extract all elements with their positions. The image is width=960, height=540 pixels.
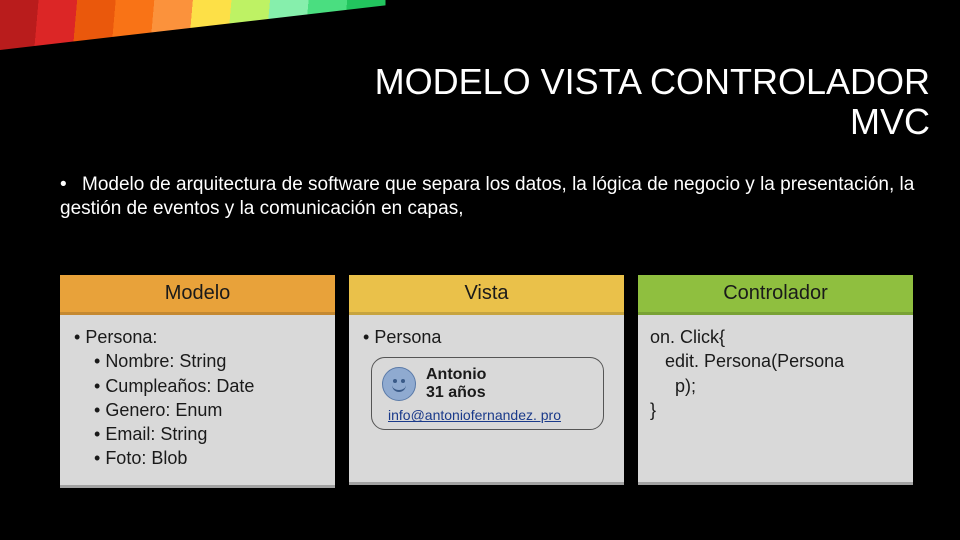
- controlador-code-line: edit. Persona(Persona: [650, 349, 901, 373]
- column-body-modelo: Persona: Nombre: String Cumpleaños: Date…: [60, 315, 335, 488]
- column-controlador: Controlador on. Click{ edit. Persona(Per…: [638, 275, 913, 488]
- modelo-field: Nombre: String: [72, 349, 323, 373]
- slide-description: •Modelo de arquitectura de software que …: [60, 173, 930, 221]
- slide-title: MODELO VISTA CONTROLADOR MVC: [375, 62, 930, 141]
- vista-persona-age: 31 años: [426, 384, 486, 402]
- modelo-field: Cumpleaños: Date: [72, 374, 323, 398]
- vista-persona-email: info@antoniofernandez. pro: [388, 407, 593, 423]
- vista-title: Persona: [361, 325, 612, 349]
- modelo-title: Persona:: [72, 325, 323, 349]
- column-modelo: Modelo Persona: Nombre: String Cumpleaño…: [60, 275, 335, 488]
- controlador-code-line: }: [650, 398, 901, 422]
- controlador-code-line: p);: [650, 374, 901, 398]
- smiley-icon: [382, 367, 416, 401]
- vista-persona-name: Antonio: [426, 366, 486, 384]
- modelo-field: Email: String: [72, 422, 323, 446]
- column-header-modelo: Modelo: [60, 275, 335, 315]
- column-header-controlador: Controlador: [638, 275, 913, 315]
- vista-persona-card: Antonio 31 años info@antoniofernandez. p…: [371, 357, 604, 430]
- modelo-field: Foto: Blob: [72, 446, 323, 470]
- controlador-code-line: on. Click{: [650, 325, 901, 349]
- modelo-field: Genero: Enum: [72, 398, 323, 422]
- mvc-columns: Modelo Persona: Nombre: String Cumpleaño…: [60, 275, 913, 488]
- title-line-1: MODELO VISTA CONTROLADOR: [375, 62, 930, 102]
- title-line-2: MVC: [375, 102, 930, 142]
- column-vista: Vista Persona Antonio 31 años: [349, 275, 624, 488]
- column-body-controlador: on. Click{ edit. Persona(Persona p); }: [638, 315, 913, 485]
- description-text: Modelo de arquitectura de software que s…: [60, 174, 914, 219]
- column-header-vista: Vista: [349, 275, 624, 315]
- column-body-vista: Persona Antonio 31 años info@antoniofern…: [349, 315, 624, 485]
